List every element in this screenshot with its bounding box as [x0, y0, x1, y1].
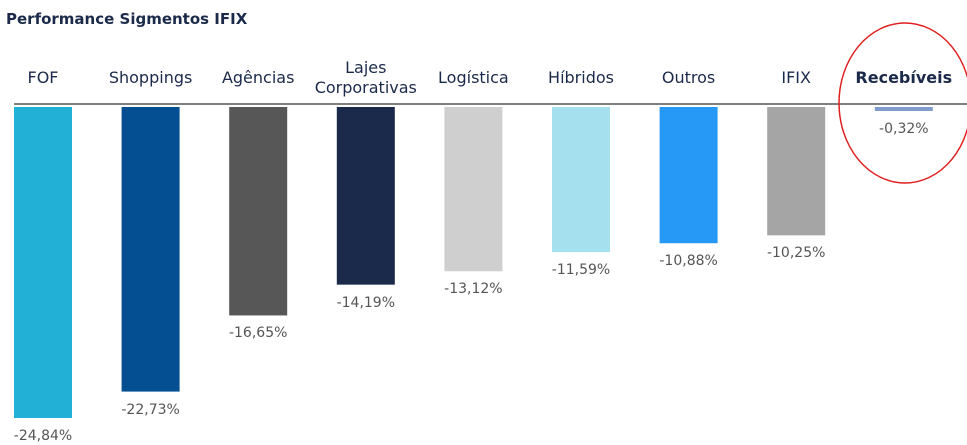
bar: [121, 107, 180, 392]
value-label: -22,73%: [121, 401, 180, 418]
highlight-circle: [838, 22, 967, 184]
value-label: -16,65%: [228, 325, 288, 342]
value-label: -14,19%: [336, 294, 396, 311]
bar: [874, 107, 933, 112]
category-label: Híbridos: [548, 68, 614, 87]
value-label: -13,12%: [444, 281, 503, 298]
value-label: -10,88%: [659, 253, 718, 270]
category-label: Shoppings: [108, 68, 193, 87]
bar: [229, 107, 288, 316]
category-label: Agências: [221, 68, 295, 87]
category-label: Logística: [438, 68, 509, 87]
category-label: IFIX: [781, 68, 811, 87]
category-label: FOF: [27, 68, 59, 87]
bar: [552, 107, 610, 253]
category-label: Lajes Corporativas: [314, 58, 417, 97]
bar: [659, 107, 718, 244]
chart-title: Performance Sigmentos IFIX: [6, 10, 248, 28]
value-label: -24,84%: [13, 427, 73, 444]
category-label: Outros: [661, 68, 716, 87]
value-label: -11,59%: [551, 262, 611, 279]
bar: [336, 107, 395, 285]
category-label: Recebíveis: [855, 68, 953, 87]
value-label: -10,25%: [766, 245, 826, 262]
bar: [444, 107, 503, 272]
bar: [14, 107, 72, 418]
value-label: -0,32%: [879, 121, 929, 137]
bar: [767, 107, 826, 236]
